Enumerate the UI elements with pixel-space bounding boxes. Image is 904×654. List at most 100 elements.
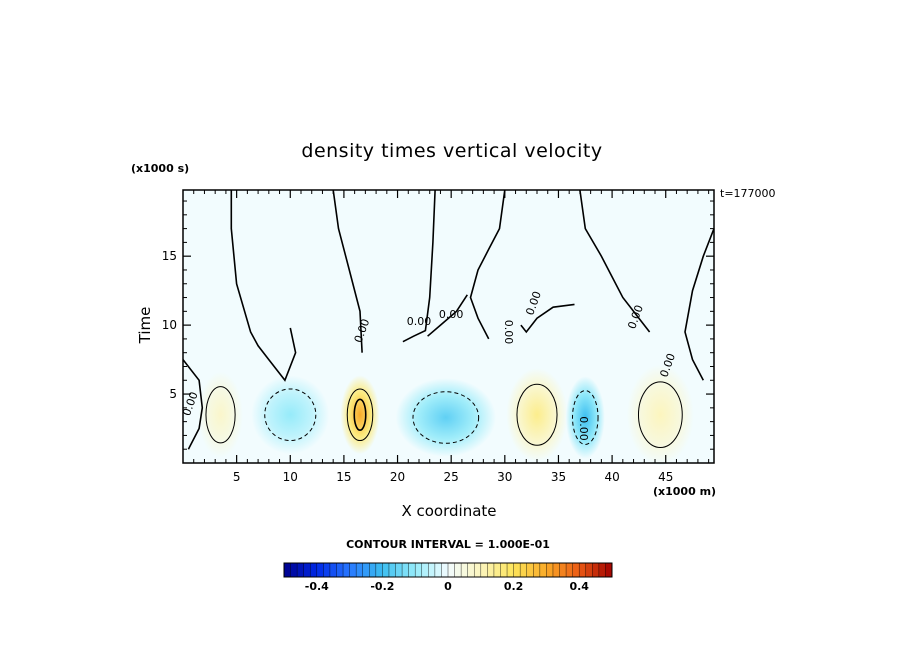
colorbar-cell: [539, 563, 547, 577]
contour-ring: [264, 388, 317, 442]
colorbar-cell: [343, 563, 350, 577]
x-tick-label: 20: [390, 470, 405, 484]
colorbar-cell: [356, 563, 364, 577]
colorbar-cell: [316, 563, 324, 577]
colorbar-cell: [572, 563, 580, 577]
data-feature: [626, 364, 694, 465]
colorbar-cell: [513, 563, 521, 577]
colorbar-frame: [283, 562, 613, 578]
colorbar-cell: [474, 563, 482, 577]
contour-line: [230, 190, 297, 382]
colorbar-cell: [566, 563, 573, 577]
colorbar-cell: [487, 563, 495, 577]
colorbar-cell: [415, 563, 423, 577]
colorbar-tick-label: 0.4: [569, 580, 589, 593]
colorbar-cell: [408, 563, 416, 577]
colorbar-cell: [526, 563, 534, 577]
colorbar-cell: [454, 563, 462, 577]
x-tick-label: 35: [551, 470, 566, 484]
colorbar-cell: [421, 563, 429, 577]
x-axis-label: X coordinate: [401, 502, 497, 520]
data-feature: [251, 375, 330, 455]
contour-label: 0.00: [439, 308, 464, 321]
colorbar-cell: [500, 563, 508, 577]
contour-label: 0.00: [577, 416, 590, 441]
data-feature: [395, 378, 497, 457]
x-tick-label: 25: [444, 470, 459, 484]
time-label: t=177000: [720, 187, 776, 200]
colorbar-cell: [329, 563, 337, 577]
colorbar-cell: [585, 563, 593, 577]
colorbar-tick-label: 0.2: [504, 580, 524, 593]
y-tick-label: 15: [162, 249, 177, 263]
contour-interval-label: CONTOUR INTERVAL = 1.000E-01: [346, 538, 550, 551]
colorbar-cell: [480, 563, 488, 577]
colorbar-cell: [592, 563, 600, 577]
y-tick-label: 10: [162, 318, 177, 332]
colorbar-cell: [559, 563, 567, 577]
contour-ring: [572, 390, 599, 445]
colorbar-cell: [369, 563, 377, 577]
colorbar-cell: [507, 563, 514, 577]
colorbar-tick-label: 0: [444, 580, 452, 593]
x-tick-label: 10: [283, 470, 298, 484]
colorbar-cell: [441, 563, 449, 577]
x-tick-label: 45: [658, 470, 673, 484]
data-feature: [198, 371, 243, 458]
colorbar-cell: [552, 563, 560, 577]
colorbar-cell: [388, 563, 396, 577]
colorbar-cell: [395, 563, 403, 577]
colorbar-cell: [598, 563, 606, 577]
colorbar-cell: [284, 563, 291, 577]
contour-label: 0.00: [407, 315, 432, 328]
colorbar-cell: [382, 563, 390, 577]
contour-ring: [637, 381, 683, 449]
contour-line: [579, 189, 651, 333]
plot-frame: [182, 189, 715, 464]
colorbar-cell: [520, 563, 528, 577]
colorbar-cell: [579, 563, 587, 577]
contour-ring: [412, 391, 480, 444]
x-tick-label: 5: [233, 470, 241, 484]
contour-line: [332, 189, 363, 353]
colorbar-cell: [428, 563, 436, 577]
data-feature: [565, 376, 605, 459]
colorbar-cell: [362, 563, 370, 577]
colorbar-cell: [303, 563, 311, 577]
colorbar-cell: [349, 563, 357, 577]
colorbar-cell: [448, 563, 455, 577]
colorbar-cell: [546, 563, 554, 577]
x-tick-label: 40: [604, 470, 619, 484]
contour-line: [520, 303, 575, 334]
x-tick-label: 15: [336, 470, 351, 484]
colorbar-cell: [461, 563, 468, 577]
colorbar-cell: [323, 563, 331, 577]
y-axis-unit: (x1000 s): [131, 162, 190, 175]
contour-line: [684, 228, 715, 381]
colorbar-cell: [290, 563, 298, 577]
colorbar-cell: [402, 563, 409, 577]
colorbar-tick-label: -0.2: [370, 580, 394, 593]
data-feature: [506, 368, 568, 462]
contour-ring: [346, 388, 374, 442]
colorbar-cell: [493, 563, 501, 577]
contour-ring: [353, 398, 367, 432]
contour-line: [402, 189, 436, 343]
colorbar-cell: [375, 563, 383, 577]
contour-ring: [205, 386, 236, 444]
colorbar-cell: [533, 563, 541, 577]
contour-label: 0.00: [502, 320, 515, 345]
colorbar-tick-label: -0.4: [305, 580, 329, 593]
x-tick-label: 30: [497, 470, 512, 484]
colorbar-cell: [297, 563, 304, 577]
colorbar-cell: [467, 563, 475, 577]
colorbar-cell: [336, 563, 344, 577]
colorbar-cell: [310, 563, 318, 577]
y-tick-label: 5: [169, 387, 177, 401]
colorbar-cell: [434, 563, 442, 577]
contour-line: [182, 359, 204, 450]
x-axis-unit: (x1000 m): [653, 485, 717, 498]
contour-ring: [516, 383, 558, 446]
contour-line: [469, 189, 506, 340]
